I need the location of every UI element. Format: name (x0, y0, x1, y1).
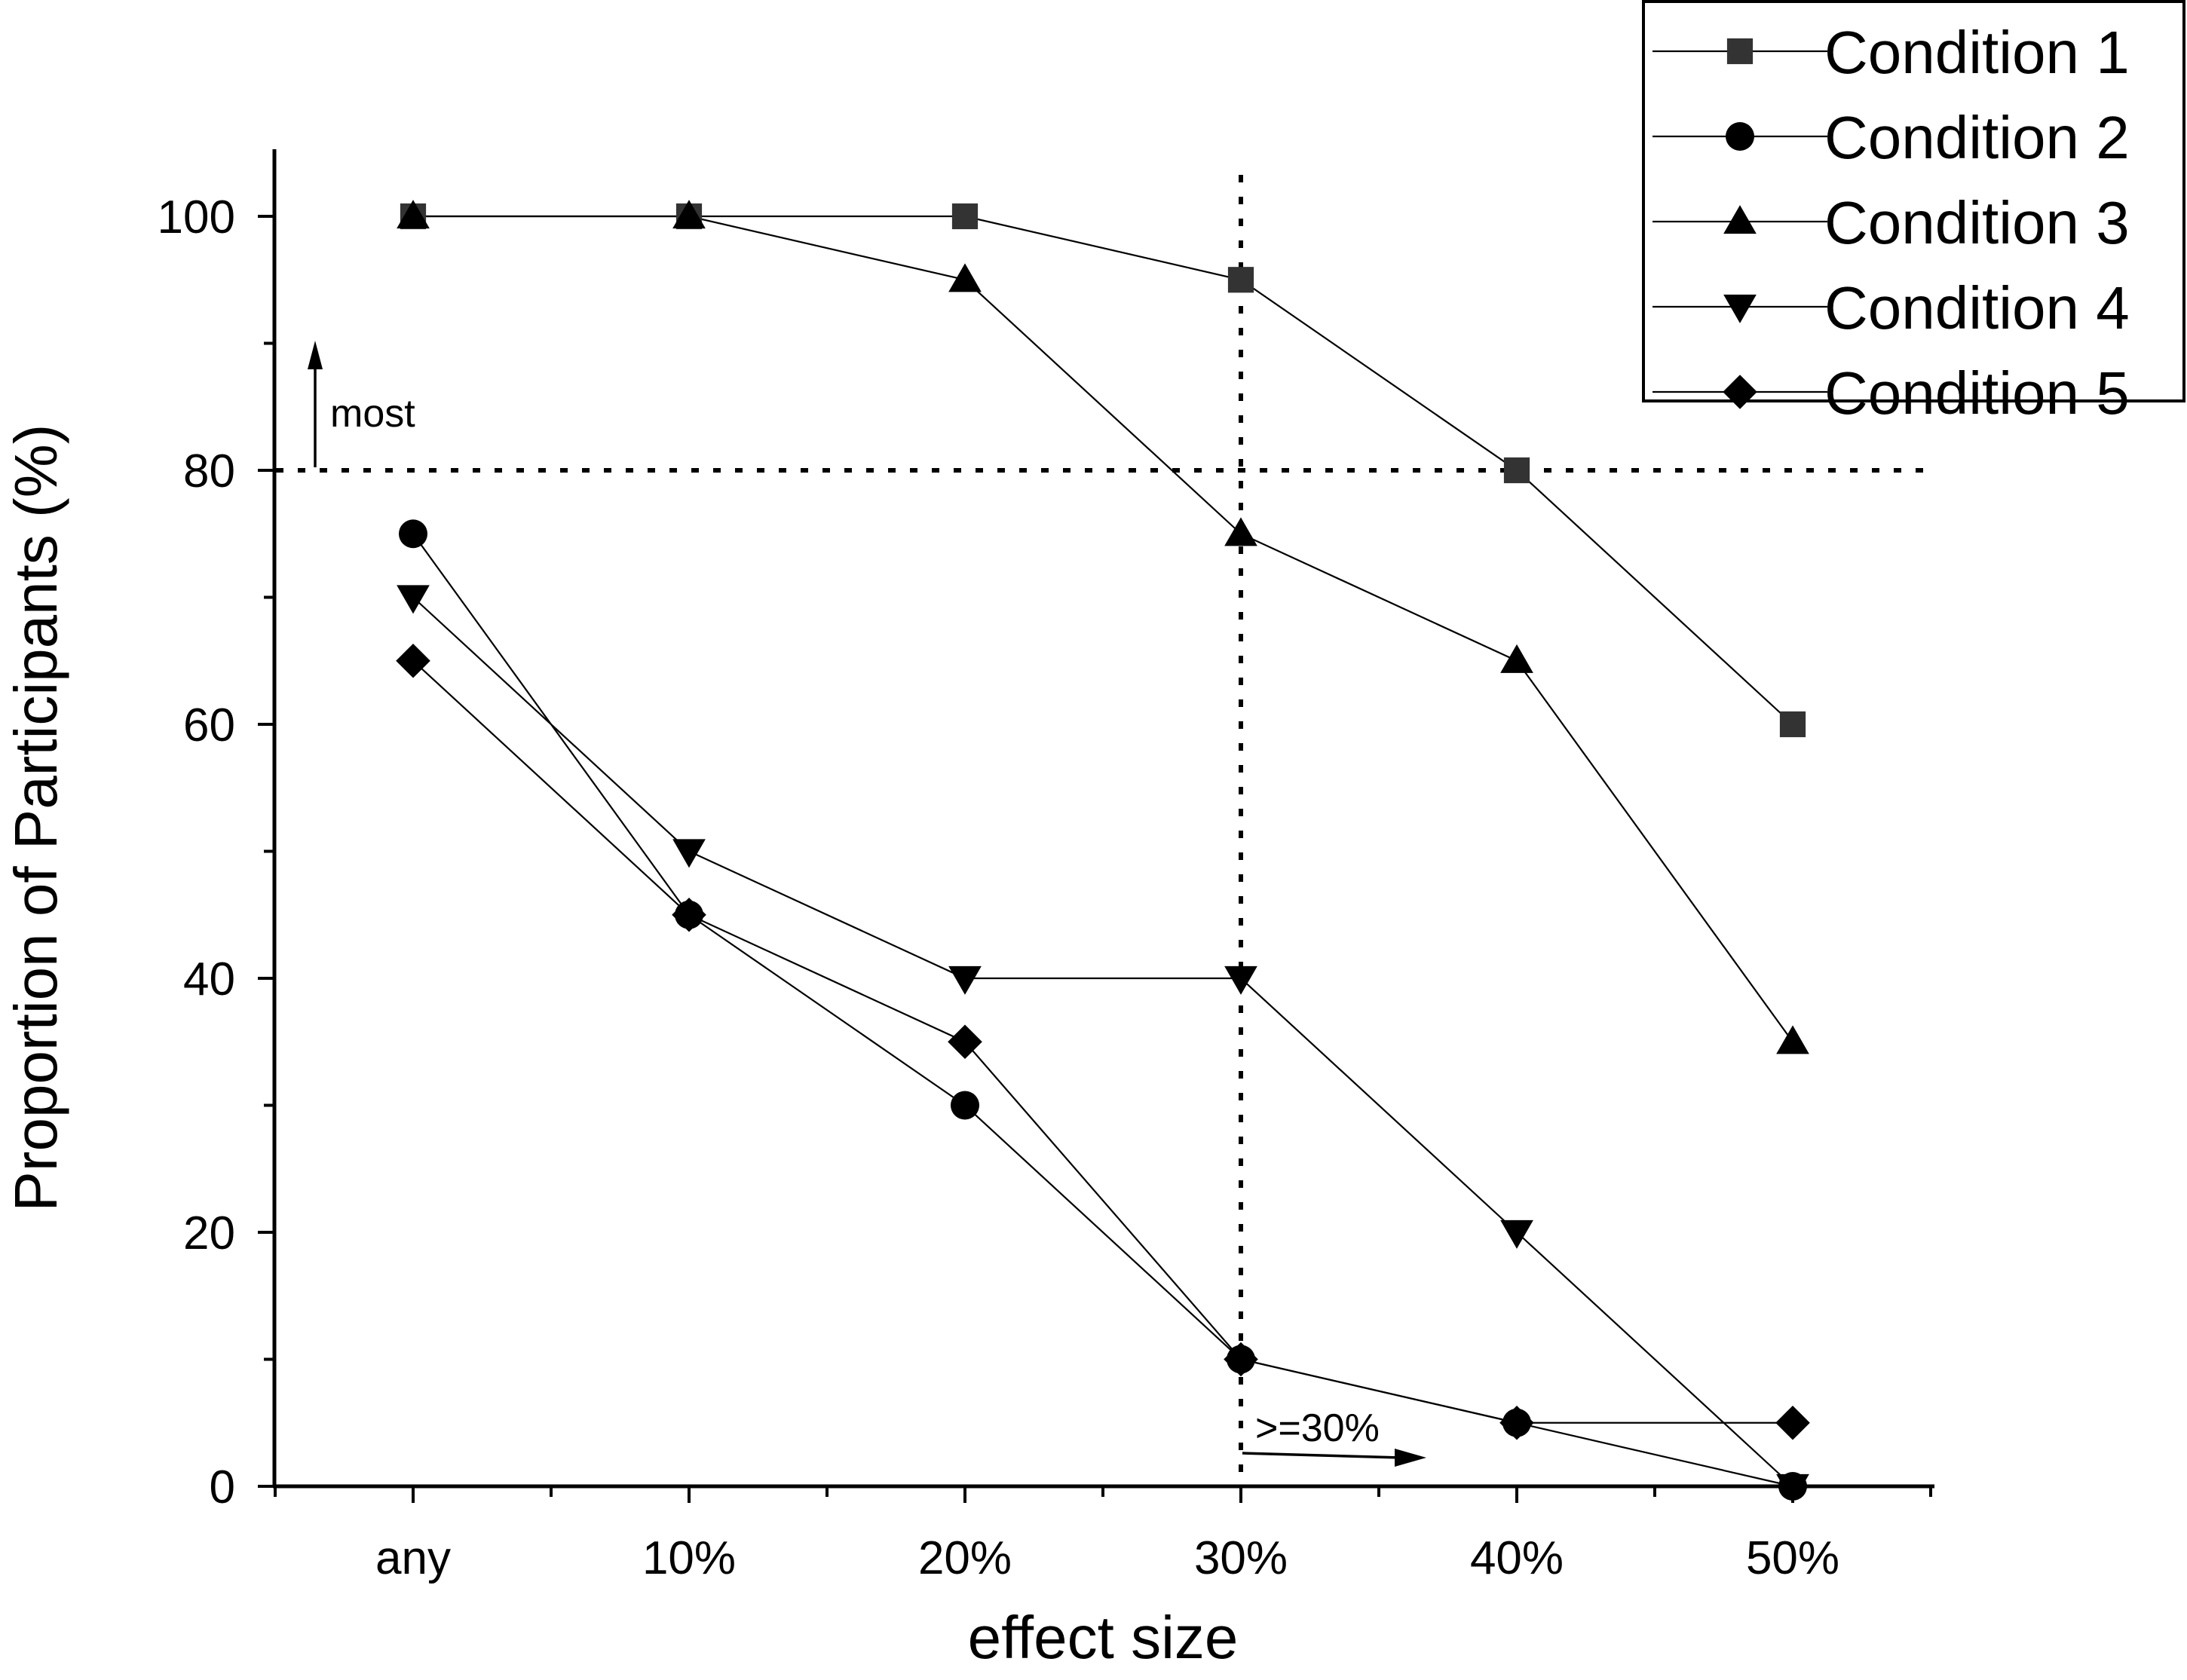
x-tick-label: 50% (1746, 1532, 1839, 1584)
series-line-condition-5 (412, 659, 1793, 1424)
data-point-condition-1 (1227, 267, 1254, 293)
legend-label-condition-4: Condition 4 (1824, 274, 2130, 341)
legend-marker-condition-2 (1726, 122, 1754, 151)
data-point-condition-5 (948, 1024, 982, 1060)
data-point-condition-2 (951, 1091, 979, 1120)
x-axis-title: effect size (968, 1604, 1239, 1671)
y-axis-title: Proportion of Participants (%) (2, 424, 69, 1212)
data-point-condition-4 (1224, 965, 1257, 995)
series-line-condition-2 (412, 533, 1793, 1488)
data-point-condition-3 (1776, 1025, 1809, 1054)
legend-marker-condition-4 (1723, 294, 1757, 323)
x-tick-label: 40% (1470, 1532, 1564, 1584)
y-tick-label: 80 (183, 445, 235, 497)
data-point-condition-3 (397, 200, 430, 229)
data-point-condition-2 (399, 519, 427, 549)
data-point-condition-4 (1500, 1219, 1533, 1249)
y-tick-label: 100 (158, 191, 235, 243)
series-line-condition-4 (412, 596, 1793, 1487)
series-line-condition-3 (413, 215, 1793, 1042)
reference-lines (276, 175, 1934, 1486)
threshold-arrow (1242, 1452, 1401, 1459)
y-tick-label: 40 (183, 953, 235, 1005)
threshold-label: >=30% (1255, 1406, 1380, 1450)
data-point-condition-4 (1776, 1473, 1809, 1503)
legend-marker-condition-3 (1723, 205, 1757, 234)
y-tick-label: 60 (183, 699, 235, 751)
data-point-condition-3 (1500, 644, 1533, 673)
data-point-condition-3 (948, 263, 982, 292)
most-label: most (330, 392, 415, 436)
data-point-condition-5 (1775, 1405, 1810, 1440)
legend-label-condition-2: Condition 2 (1824, 104, 2130, 171)
most-arrow-head (308, 341, 323, 369)
data-point-condition-3 (1224, 517, 1257, 546)
y-tick-label: 20 (183, 1207, 235, 1259)
legend-label-condition-5: Condition 5 (1824, 360, 2130, 427)
legend-box (1642, 0, 2185, 402)
ticks: any 10% 20% 30% 40% 50% 0 20 40 60 80 100 (158, 191, 1932, 1584)
series-line-condition-1 (413, 215, 1793, 725)
data-point-condition-3 (672, 200, 706, 229)
data-point-condition-4 (948, 965, 982, 995)
legend-marker-condition-5 (1723, 375, 1757, 409)
data-point-condition-5 (1224, 1342, 1258, 1377)
legend: Condition 1 Condition 2 Condition 3 Conditi… (1642, 0, 2185, 427)
data-point-condition-4 (672, 839, 706, 868)
series (396, 200, 1810, 1503)
x-tick-label: 10% (642, 1532, 736, 1584)
x-tick-label: 30% (1194, 1532, 1288, 1584)
annotations: most >=30% (308, 341, 1426, 1467)
legend-marker-condition-1 (1726, 38, 1754, 65)
x-tick-label: any (375, 1532, 451, 1584)
y-tick-label: 0 (210, 1461, 235, 1513)
data-point-condition-5 (396, 643, 430, 678)
data-point-condition-1 (1503, 457, 1530, 484)
data-point-condition-5 (1499, 1405, 1534, 1440)
data-point-condition-1 (951, 203, 979, 230)
data-point-condition-4 (397, 585, 430, 614)
data-point-condition-5 (672, 897, 706, 932)
data-point-condition-1 (1779, 711, 1806, 738)
legend-label-condition-1: Condition 1 (1824, 19, 2130, 86)
x-tick-label: 20% (918, 1532, 1012, 1584)
legend-label-condition-3: Condition 3 (1824, 189, 2130, 256)
threshold-arrow-head (1395, 1449, 1426, 1467)
